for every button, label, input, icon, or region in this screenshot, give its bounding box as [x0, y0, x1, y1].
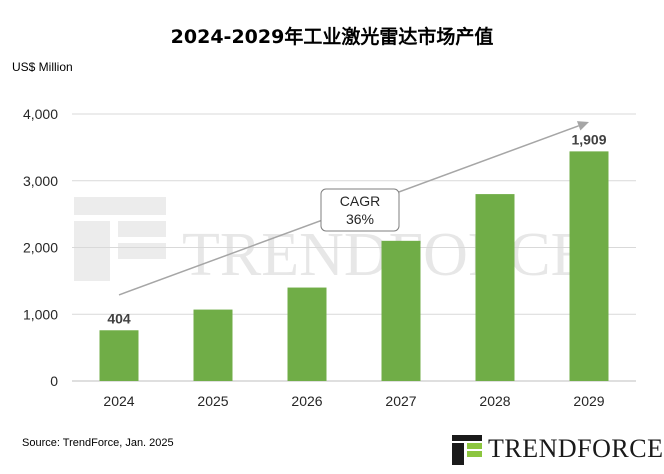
trendforce-logo: TRENDFORCE — [452, 432, 663, 466]
cagr-arrow-head — [576, 121, 589, 131]
bar-2026 — [287, 287, 327, 381]
y-tick-label: 0 — [50, 373, 58, 389]
x-tick-label: 2026 — [291, 393, 322, 409]
y-tick-label: 3,000 — [23, 173, 58, 189]
data-label: 1,909 — [571, 131, 606, 147]
y-axis-unit-label: US$ Million — [12, 60, 73, 74]
gridlines — [72, 113, 636, 382]
data-labels: 404 1,909 — [107, 131, 606, 326]
cagr-value: 36% — [346, 211, 374, 227]
trendforce-logo-text: TRENDFORCE — [488, 434, 664, 463]
cagr-annotation: CAGR 36% — [320, 188, 400, 232]
data-label: 404 — [107, 310, 131, 326]
x-tick-label: 2025 — [197, 393, 228, 409]
bar-2024 — [99, 330, 139, 381]
watermark-logo-mark — [74, 197, 166, 281]
x-tick-label: 2027 — [385, 393, 416, 409]
x-tick-label: 2029 — [573, 393, 604, 409]
x-axis-ticks: 2024 2025 2026 2027 2028 2029 — [103, 393, 604, 409]
bars — [99, 151, 609, 381]
chart-title: 2024-2029年工业激光雷达市场产值 — [170, 26, 494, 48]
y-tick-label: 1,000 — [23, 306, 58, 322]
y-tick-label: 2,000 — [23, 240, 58, 256]
cagr-label: CAGR — [340, 193, 380, 209]
bar-2029 — [569, 151, 609, 381]
y-tick-label: 4,000 — [23, 106, 58, 122]
bar-2025 — [193, 309, 233, 381]
trendforce-logo-mark — [452, 435, 482, 465]
source-note: Source: TrendForce, Jan. 2025 — [22, 437, 174, 449]
y-axis-ticks: 0 1,000 2,000 3,000 4,000 — [23, 106, 58, 389]
bar-2027 — [381, 240, 421, 381]
x-tick-label: 2024 — [103, 393, 134, 409]
x-tick-label: 2028 — [479, 393, 510, 409]
bar-2028 — [475, 194, 515, 381]
